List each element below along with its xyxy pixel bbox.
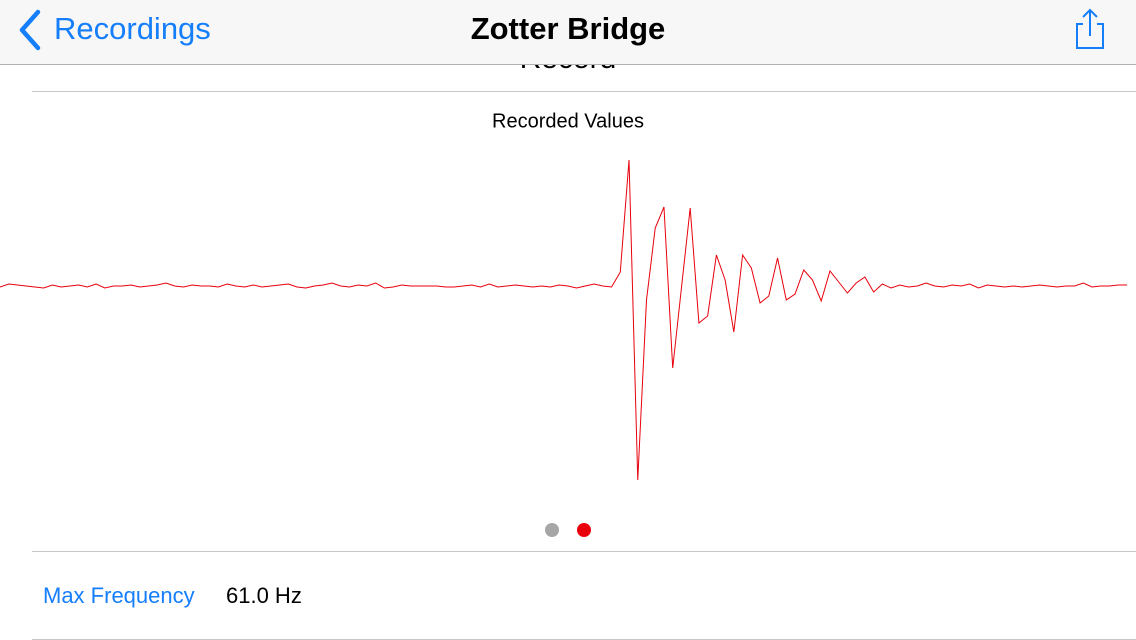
plot [0,159,1127,481]
detail-value: 61.0 Hz [226,583,302,608]
page-dot-active[interactable] [577,523,591,537]
share-button[interactable] [1076,8,1104,49]
back-chevron[interactable] [19,9,41,51]
signal-line [0,159,1127,481]
page-dot[interactable] [545,523,559,537]
chart-title: Recorded Values [492,110,644,132]
detail-label: Max Frequency [43,583,195,608]
nav-title: Zotter Bridge [471,11,666,46]
back-button[interactable]: Recordings [54,11,211,46]
nav-bar [0,0,1136,64]
